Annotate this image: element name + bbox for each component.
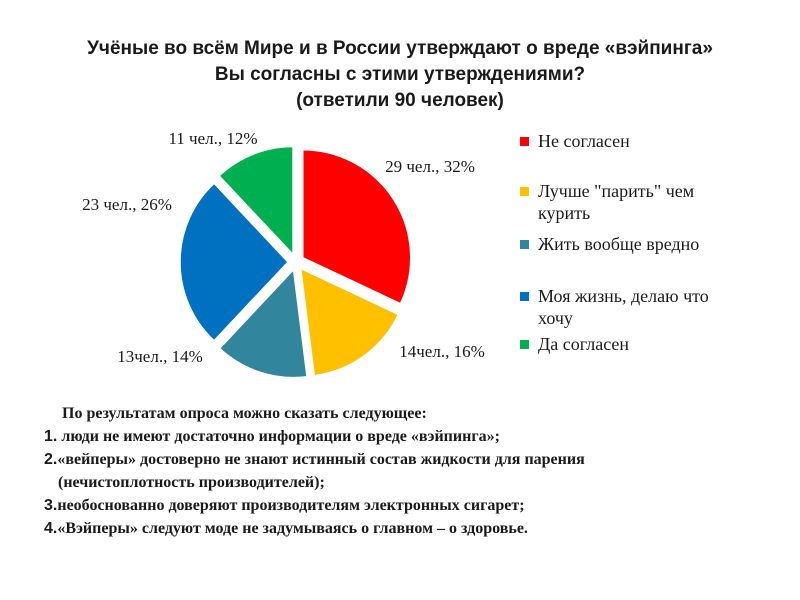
pie-slice (218, 145, 294, 257)
legend-swatch (520, 187, 529, 196)
chart-title: Учёные во всём Мире и в России утверждаю… (0, 36, 800, 114)
legend-label: Моя жизнь, делаю что хочу (538, 286, 709, 328)
data-label: 29 чел., 32% (385, 157, 475, 176)
legend-swatch (520, 240, 529, 249)
conclusion-item: 1. люди не имеют достаточно информации о… (44, 428, 500, 445)
title-line-1: Учёные во всём Мире и в России утверждаю… (87, 38, 713, 59)
data-label: 23 чел., 26% (82, 195, 172, 214)
legend-label: Лучше "парить" чем курить (538, 181, 695, 223)
pie-slice (302, 148, 412, 305)
legend-label: Жить вообще вредно (538, 234, 700, 254)
pie-slice (299, 267, 400, 377)
legend-label: Не согласен (538, 131, 630, 151)
data-label: 14чел., 16% (399, 342, 485, 361)
data-label: 13чел., 14% (117, 347, 203, 366)
pie-slice (179, 182, 290, 342)
conclusion-item: 4.«Вэйперы» следуют моде не задумываясь … (44, 520, 528, 537)
legend-label: Да согласен (538, 334, 630, 354)
title-line-2: Вы согласны с этими утверждениями? (214, 64, 586, 85)
conclusion-item: 3.необоснованно доверяют производителям … (44, 497, 525, 514)
legend-swatch (520, 340, 529, 349)
title-line-3: (ответили 90 человек) (296, 90, 504, 111)
legend-swatch (520, 137, 529, 146)
conclusion-text: По результатам опроса можно сказать след… (44, 402, 784, 540)
conclusion-item-continuation: (нечистоплотность производителей); (58, 474, 325, 491)
data-label: 11 чел., 12% (168, 129, 257, 148)
conclusion-intro: По результатам опроса можно сказать след… (62, 405, 427, 422)
conclusion-item: 2.«вейперы» достоверно не знают истинный… (44, 451, 585, 468)
pie-slice (218, 267, 308, 379)
legend-swatch (520, 292, 529, 301)
